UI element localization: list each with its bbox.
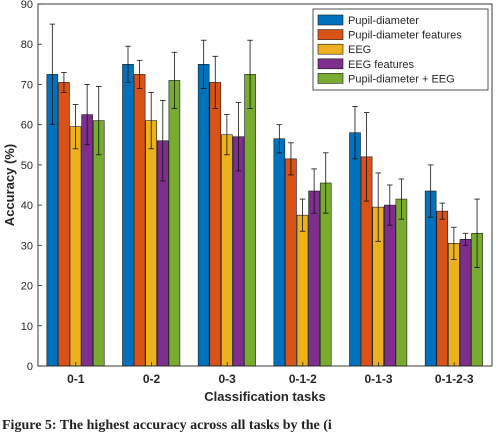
legend-item-4: EEG features	[317, 58, 415, 71]
legend: Pupil-diameter Pupil-diameter features EEG…	[312, 8, 489, 91]
y-tick-label: 60	[21, 120, 33, 132]
error-bar-5-0-1-2-3	[474, 198, 480, 268]
y-tick-label: 0	[27, 361, 33, 373]
error-bar-5-0-2	[171, 51, 178, 109]
bars-layer	[46, 64, 483, 367]
error-bar-2-0-3	[212, 55, 219, 109]
error-bar-4-0-1-2-3	[462, 232, 469, 246]
y-tick-label: 20	[21, 281, 33, 293]
error-bar-1-0-1	[49, 23, 56, 126]
error-bar-3-0-1-2-3	[451, 226, 457, 260]
figure-caption: Figure 5: The highest accuracy across al…	[2, 418, 332, 433]
error-bars-layer	[49, 23, 480, 268]
axes-layer: 0-1 0-2 0-3 0-1-2 0-1-3 0-1-2-3 0 10 20 30 40 50 60 7…	[21, 0, 493, 386]
error-bar-3-0-1-3	[375, 172, 381, 242]
y-tick-label: 90	[21, 0, 33, 11]
bar-2-0-1-2	[285, 158, 297, 367]
legend-label: EEG	[348, 44, 371, 56]
y-tick-label: 30	[21, 240, 33, 252]
bar-1-0-2	[122, 64, 134, 367]
x-tick-label: 0-1	[67, 372, 85, 386]
error-bar-2-0-1-2	[288, 142, 294, 176]
error-bar-1-0-1-3	[352, 106, 358, 160]
error-bar-1-0-1-2-3	[427, 164, 434, 218]
bar-3-0-1-2	[296, 214, 309, 367]
error-bar-3-0-1	[72, 104, 79, 150]
legend-item-3: EEG	[317, 43, 371, 56]
legend-label: Pupil-diameter	[348, 15, 419, 27]
error-bar-2-0-1-2-3	[439, 202, 446, 220]
bar-2-0-2	[133, 74, 146, 367]
legend-swatch	[317, 73, 344, 84]
error-bar-3-0-1-2	[299, 198, 306, 232]
error-bar-4-0-2	[160, 100, 166, 182]
legend-item-2: Pupil-diameter features	[317, 29, 462, 42]
bar-4-0-1	[81, 114, 93, 367]
legend-swatch	[317, 14, 344, 26]
bar-5-0-3	[244, 74, 256, 367]
bar-2-0-1-2-3	[436, 210, 449, 367]
bar-1-0-3	[197, 64, 210, 367]
x-tick-label: 0-2	[143, 372, 161, 386]
plot-frame	[37, 3, 493, 367]
error-bar-5-0-3	[247, 39, 253, 109]
error-bar-1-0-3	[200, 39, 207, 89]
legend-item-5: Pupil-diameter + EEG	[317, 73, 455, 85]
bar-2-0-3	[209, 82, 222, 367]
y-tick-label: 10	[21, 321, 33, 333]
x-tick-label: 0-3	[218, 372, 236, 386]
legend-item-1: Pupil-diameter	[317, 14, 419, 27]
error-bar-1-0-2	[125, 45, 131, 83]
error-bar-4-0-1	[84, 84, 90, 146]
error-bar-4-0-1-2	[311, 168, 317, 214]
error-bar-2-0-2	[136, 59, 143, 89]
bar-3-0-2	[145, 120, 157, 367]
bar-3-0-1	[69, 126, 82, 367]
error-bar-3-0-3	[224, 114, 230, 156]
legend-label: Pupil-diameter features	[348, 30, 462, 42]
bar-1-0-1-2	[273, 138, 286, 367]
bar-5-0-1	[92, 120, 105, 367]
y-tick-label: 80	[21, 39, 33, 51]
error-bar-5-0-1-3	[398, 178, 405, 220]
legend-swatch	[317, 29, 344, 40]
legend-swatch	[317, 58, 344, 70]
error-bar-5-0-1-2	[322, 152, 329, 214]
error-bar-2-0-1-3	[363, 112, 370, 202]
error-bar-4-0-3	[235, 102, 242, 172]
x-axis-title: Classification tasks	[204, 389, 325, 404]
bar-4-0-1-3	[383, 204, 396, 367]
error-bar-4-0-1-3	[387, 184, 393, 226]
error-bar-2-0-1	[61, 71, 67, 93]
bar-4-0-1-2-3	[459, 239, 472, 367]
y-axis-title: Accuracy (%)	[2, 144, 17, 226]
bar-2-0-1	[58, 82, 70, 367]
legend-label: EEG features	[348, 59, 415, 71]
bar-chart: 0-1 0-2 0-3 0-1-2 0-1-3 0-1-2-3 0 10 20 30 40 50 60 7…	[2, 0, 493, 404]
x-tick-label: 0-1-3	[364, 372, 392, 386]
bar-3-0-3	[221, 134, 233, 367]
bar-1-0-1-3	[349, 132, 361, 367]
y-tick-label: 70	[21, 79, 33, 91]
bar-4-0-1-2	[308, 190, 320, 367]
y-tick-label: 50	[21, 160, 33, 172]
error-bar-5-0-1	[95, 86, 102, 156]
y-tick-label: 40	[21, 200, 33, 212]
bar-5-0-1-3	[395, 198, 408, 367]
x-tick-label: 0-1-2-3	[435, 372, 474, 386]
bar-5-0-2	[168, 80, 181, 367]
error-bar-3-0-2	[148, 92, 154, 150]
x-tick-label: 0-1-2	[289, 372, 317, 386]
legend-label: Pupil-diameter + EEG	[348, 73, 455, 85]
bar-3-0-1-2-3	[448, 243, 460, 367]
legend-swatch	[317, 43, 344, 55]
error-bar-1-0-1-2	[276, 124, 283, 154]
